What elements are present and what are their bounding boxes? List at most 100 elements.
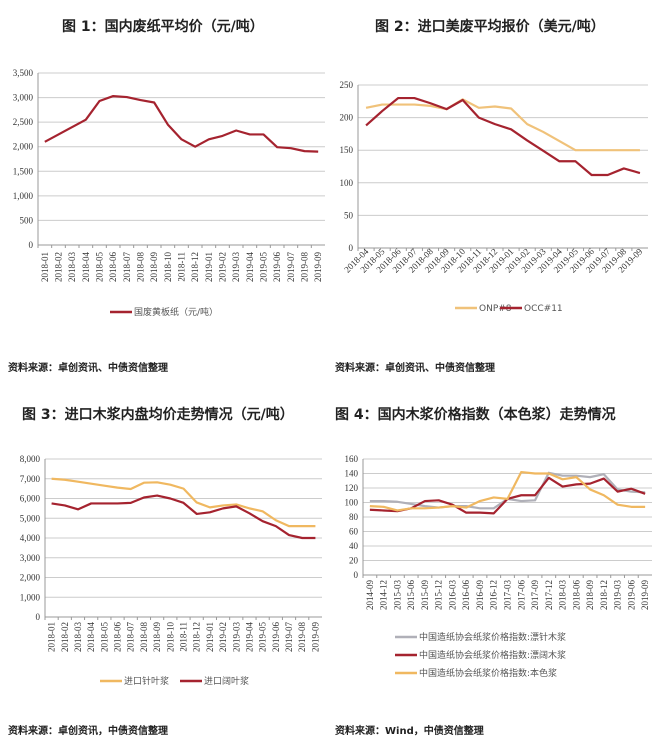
legend-label: 中国造纸协会纸浆价格指数:漂阔木浆	[419, 649, 566, 661]
x-tick-label: 2018-09	[149, 252, 159, 282]
series-line-2	[365, 96, 641, 177]
x-tick-label: 2019-02	[218, 252, 228, 282]
x-tick-label: 2015-09	[420, 580, 430, 610]
legend-label: ONP#8	[479, 304, 512, 314]
legend-label: 中国造纸协会纸浆价格指数:漂针木浆	[419, 631, 566, 643]
x-tick-label: 2018-09	[152, 622, 162, 652]
y-tick-label: 3,000	[20, 553, 41, 563]
y-tick-label: 80	[349, 512, 359, 522]
x-tick-label: 2018-12	[190, 252, 200, 282]
chart-4: 0 20 40 60 80 100 120 140 160 2014-09 2014-12 2015-…	[345, 454, 652, 679]
y-tick-label: 120	[345, 483, 359, 493]
x-tick-label: 2015-06	[406, 580, 416, 610]
x-tick-label: 2018-02	[60, 622, 70, 652]
x-tick-label: 2019-03	[613, 580, 623, 610]
x-tick-label: 2019-01	[205, 622, 215, 652]
legend-label: 国废黄板纸（元/吨）	[134, 306, 218, 318]
y-tick-label: 200	[340, 113, 354, 123]
chart-1: 0 500 1,000 1,500 2,000 2,500 3,000 3,500 2018-0…	[13, 68, 325, 318]
x-tick-label: 2019-06	[271, 622, 281, 652]
y-tick-label: 2,500	[13, 117, 34, 127]
x-tick-label: 2018-11	[177, 252, 187, 282]
chart-1-source: 资料来源：卓创资讯、中债资信整理	[8, 363, 168, 374]
x-tick-label: 2019-05	[258, 622, 268, 652]
x-tick-label: 2016-09	[475, 580, 485, 610]
x-tick-label: 2018-04	[81, 252, 91, 282]
x-tick-label: 2019-07	[284, 622, 294, 652]
x-tick-label: 2018-06	[108, 252, 118, 282]
x-tick-label: 2018-08	[139, 622, 149, 652]
y-tick-label: 2,000	[13, 142, 34, 152]
y-tick-label: 4,000	[20, 533, 41, 543]
x-tick-label: 2018-05	[95, 252, 105, 282]
y-tick-label: 1,000	[13, 191, 34, 201]
y-tick-label: 60	[349, 527, 359, 537]
x-tick-label: 2018-01	[47, 622, 57, 652]
chart-1-title: 图 1：国内废纸平均价（元/吨）	[62, 19, 264, 35]
legend-label: OCC#11	[524, 304, 563, 314]
x-tick-label: 2015-12	[434, 580, 444, 610]
x-tick-label: 2019-03	[231, 622, 241, 652]
x-tick-label: 2018-12	[599, 580, 609, 610]
y-tick-label: 5,000	[20, 513, 41, 523]
y-tick-label: 2,000	[20, 573, 41, 583]
x-tick-label: 2018-09	[585, 580, 595, 610]
x-tick-label: 2018-07	[126, 622, 136, 652]
y-tick-label: 0	[349, 243, 354, 253]
x-tick-label: 2017-09	[530, 580, 540, 610]
x-tick-label: 2019-08	[297, 622, 307, 652]
x-tick-label: 2018-04	[86, 622, 96, 652]
x-tick-label: 2019-02	[218, 622, 228, 652]
x-tick-label: 2019-07	[286, 252, 296, 282]
x-tick-label: 2018-12	[192, 622, 202, 652]
y-tick-label: 1,000	[20, 592, 41, 602]
x-tick-label: 2014-09	[365, 580, 375, 610]
x-tick-label: 2016-06	[461, 580, 471, 610]
x-tick-label: 2017-06	[516, 580, 526, 610]
x-tick-label: 2014-12	[379, 580, 389, 610]
x-tick-label: 2018-06	[571, 580, 581, 610]
y-tick-label: 100	[340, 178, 354, 188]
x-tick-label: 2018-10	[163, 252, 173, 282]
y-tick-label: 40	[349, 541, 359, 551]
x-tick-label: 2017-03	[503, 580, 513, 610]
x-tick-label: 2018-01	[40, 252, 50, 282]
x-tick-label: 2018-11	[179, 622, 189, 652]
x-tick-label: 2016-03	[447, 580, 457, 610]
x-tick-label: 2019-06	[626, 580, 636, 610]
x-tick-label: 2019-01	[204, 252, 214, 282]
series-line-2	[51, 494, 316, 540]
y-tick-label: 7,000	[20, 474, 41, 484]
y-tick-label: 160	[345, 454, 359, 464]
series-line-1	[365, 98, 640, 152]
legend-label: 进口阔叶浆	[204, 675, 249, 687]
legend-label: 进口针叶浆	[124, 675, 169, 687]
y-tick-label: 3,500	[13, 68, 34, 78]
x-tick-label: 2019-05	[259, 252, 269, 282]
x-tick-label: 2018-07	[122, 252, 132, 282]
x-tick-label: 2019-09	[640, 580, 650, 610]
x-tick-label: 2017-12	[544, 580, 554, 610]
x-tick-label: 2019-04	[245, 252, 255, 282]
x-tick-label: 2018-03	[67, 252, 77, 282]
y-tick-label: 1,500	[13, 166, 34, 176]
y-tick-label: 20	[349, 556, 359, 566]
chart-2-title: 图 2：进口美废平均报价（美元/吨）	[375, 19, 605, 35]
x-tick-label: 2019-09	[310, 622, 320, 652]
chart-3-source: 资料来源：卓创资讯，中债资信整理	[8, 726, 168, 737]
y-tick-label: 0	[354, 570, 359, 580]
y-tick-label: 150	[340, 145, 354, 155]
x-tick-label: 2018-05	[99, 622, 109, 652]
y-tick-label: 100	[345, 498, 359, 508]
chart-3: 0 1,000 2,000 3,000 4,000 5,000 6,000 7,000 8,00…	[20, 454, 322, 687]
y-tick-label: 500	[20, 215, 34, 225]
y-tick-label: 140	[345, 469, 359, 479]
x-tick-label: 2018-10	[165, 622, 175, 652]
x-tick-label: 2018-06	[113, 622, 123, 652]
y-tick-label: 250	[340, 80, 354, 90]
y-tick-label: 0	[36, 612, 41, 622]
x-tick-label: 2019-04	[244, 622, 254, 652]
x-tick-label: 2019-03	[231, 252, 241, 282]
chart-2-source: 资料来源：卓创资讯、中债资信整理	[335, 363, 495, 374]
